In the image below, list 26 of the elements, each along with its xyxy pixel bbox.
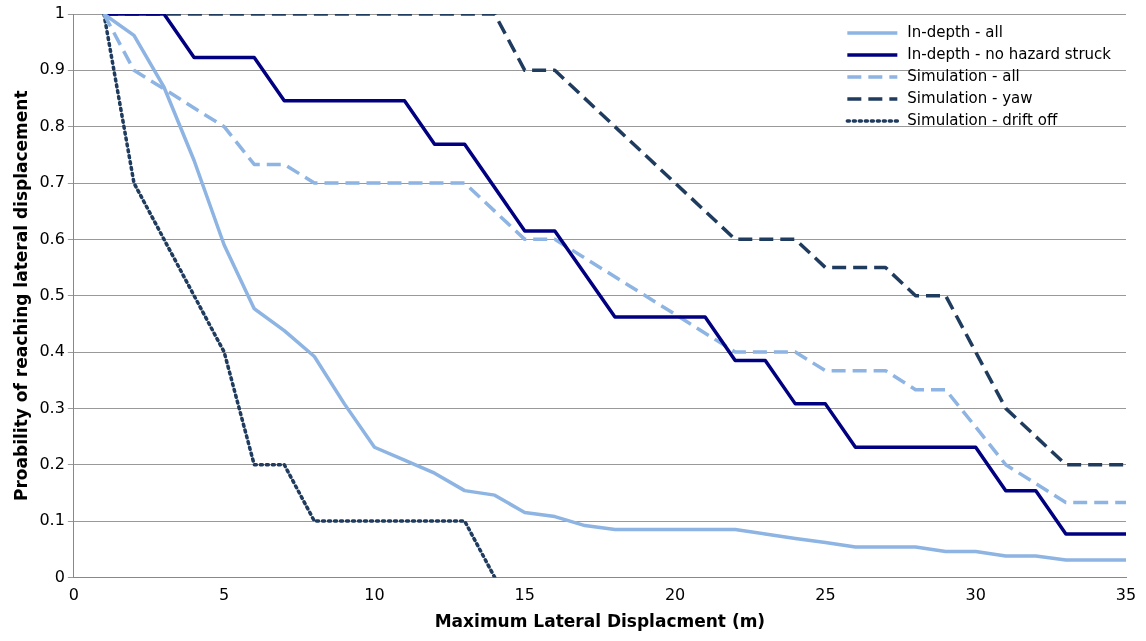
legend-label: Simulation - yaw <box>907 88 1033 107</box>
x-axis-title: Maximum Lateral Displacment (m) <box>434 611 766 632</box>
x-tick-label: 25 <box>815 585 836 605</box>
y-tick-label: 0.1 <box>39 510 65 530</box>
legend-label: Simulation - all <box>907 66 1020 85</box>
x-tick-label: 10 <box>364 585 385 605</box>
x-tick-label: 30 <box>965 585 986 605</box>
x-tick-label: 35 <box>1115 585 1137 605</box>
y-tick-label: 0.8 <box>39 115 65 135</box>
y-tick-label: 0 <box>54 566 65 586</box>
y-tick-label: 0.6 <box>39 228 65 248</box>
y-tick-label: 0.9 <box>39 59 65 79</box>
legend-label: In-depth - all <box>907 22 1003 41</box>
x-tick-label: 15 <box>514 585 535 605</box>
y-tick-label: 0.7 <box>39 172 65 192</box>
legend-label: Simulation - drift off <box>907 110 1058 129</box>
x-tick-label: 0 <box>68 585 79 605</box>
y-tick-label: 0.4 <box>39 341 65 361</box>
y-tick-label: 0.3 <box>39 397 65 417</box>
y-tick-label: 0.5 <box>39 284 65 304</box>
y-tick-label: 0.2 <box>39 453 65 473</box>
x-tick-label: 5 <box>219 585 230 605</box>
y-tick-label: 1 <box>54 3 65 23</box>
legend-label: In-depth - no hazard struck <box>907 44 1112 63</box>
x-tick-label: 20 <box>664 585 686 605</box>
y-axis-title: Proability of reaching lateral displacement <box>10 90 31 501</box>
